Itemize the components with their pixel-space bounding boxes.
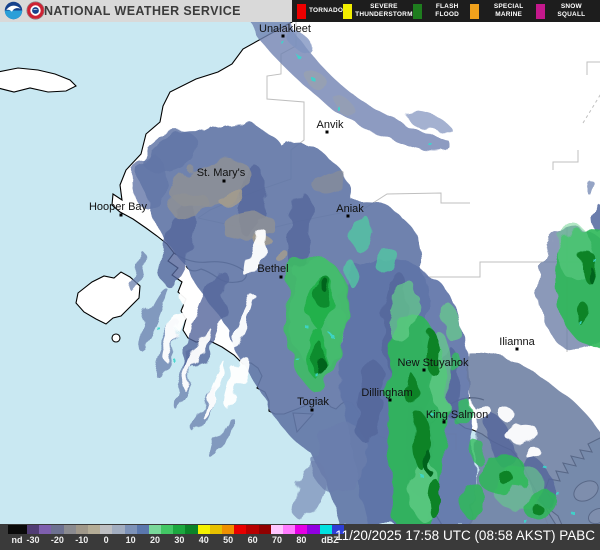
colorbar-tick-label: dBZ [321, 535, 339, 545]
city-marker [422, 368, 426, 372]
city-labels-layer: Unalakleet Anvik St. Mary's Hooper Bay Aniak… [89, 23, 536, 424]
page-title: NATIONAL WEATHER SERVICE [44, 4, 241, 18]
colorbar-cell [124, 525, 137, 534]
timestamp: 11/20/2025 17:58 UTC (08:58 AKST) PABC [335, 528, 595, 543]
colorbar-tick-label: 80 [296, 535, 307, 545]
legend-item-severe-thunderstorm: SEVERE THUNDERSTORM [343, 3, 413, 19]
colorbar-tick-label: 10 [125, 535, 136, 545]
colorbar-cell [100, 525, 113, 534]
colorbar-tick-label: 0 [103, 535, 109, 545]
colorbar-cell [136, 525, 149, 534]
colorbar-cell [51, 525, 64, 534]
nunivak-island [75, 271, 141, 325]
city-marker [310, 408, 314, 412]
colorbar-tick-label: 60 [247, 535, 258, 545]
colorbar-cell [270, 525, 283, 534]
radar-echo-layer [129, 22, 600, 524]
tornado-swatch [297, 3, 306, 19]
colorbar-cell [234, 525, 247, 534]
colorbar-cell [319, 525, 332, 534]
flash-flood-swatch [412, 3, 422, 19]
city-marker [281, 34, 285, 38]
city-label: Aniak [336, 203, 364, 215]
special-marine-swatch [469, 3, 479, 19]
colorbar-cell [173, 525, 186, 534]
severe-thunderstorm-swatch [343, 3, 353, 19]
colorbar-cell [197, 525, 210, 534]
legend-item-special-marine: SPECIAL MARINE [469, 3, 536, 19]
colorbar-cell [27, 525, 40, 534]
colorbar-cell [222, 525, 235, 534]
colorbar-cell [87, 525, 101, 534]
city-label: Togiak [297, 396, 329, 408]
colorbar-cell [295, 525, 308, 534]
legend-item-flash-flood: FLASH FLOOD [412, 3, 470, 19]
colorbar-tick-label: nd [11, 535, 23, 545]
city-marker [222, 179, 226, 183]
city-label: Hooper Bay [89, 201, 148, 213]
colorbar-tick-label: 20 [149, 535, 161, 545]
colorbar-tick-label: -30 [26, 535, 40, 545]
city-label: Anvik [317, 119, 344, 131]
colorbar-cell [148, 525, 162, 534]
colorbar-cell [331, 525, 344, 534]
colorbar-cell [112, 525, 125, 534]
colorbar-tick-label: 30 [174, 535, 185, 545]
colorbar-cell [161, 525, 174, 534]
legend-item-snow-squall: SNOW SQUALL [535, 3, 595, 19]
city-marker [515, 347, 519, 351]
city-marker [346, 214, 350, 218]
city-label: King Salmon [426, 409, 488, 421]
city-label: Bethel [257, 263, 288, 275]
colorbar-tick-label: 50 [223, 535, 234, 545]
st-lawrence-island [0, 67, 77, 93]
colorbar-cell [185, 525, 198, 534]
city-label: Unalakleet [259, 23, 311, 35]
nws-logo [26, 1, 45, 20]
city-marker [388, 398, 392, 402]
colorbar-cell [209, 525, 222, 534]
colorbar-tick-label: 40 [198, 535, 209, 545]
city-marker [279, 275, 283, 279]
legend-item-tornado: TORNADO [297, 3, 343, 19]
noaa-logo [4, 1, 23, 20]
warning-legend: TORNADO SEVERE THUNDERSTORM FLASH FLOOD … [292, 0, 600, 22]
colorbar-cell [39, 525, 52, 534]
city-label: New Stuyahok [398, 357, 469, 369]
logo-group [4, 1, 45, 20]
reflectivity-colorbar [8, 525, 344, 534]
colorbar-tick-label: 70 [271, 535, 283, 545]
colorbar-cell [75, 525, 88, 534]
colorbar-cell [258, 525, 271, 534]
colorbar-cell [307, 525, 320, 534]
colorbar-cell [282, 525, 296, 534]
colorbar-cell [63, 525, 76, 534]
city-label: St. Mary's [197, 167, 246, 179]
snow-squall-swatch [535, 3, 545, 19]
city-label: Iliamna [499, 336, 535, 348]
city-marker [325, 130, 329, 134]
radar-map[interactable]: Unalakleet Anvik St. Mary's Hooper Bay Aniak… [0, 22, 600, 524]
colorbar-cell [246, 525, 259, 534]
city-label: Dillingham [361, 387, 412, 399]
city-marker [119, 213, 123, 217]
colorbar-cell [8, 525, 27, 534]
colorbar-tick-label: -10 [75, 535, 89, 545]
city-marker [442, 420, 446, 424]
colorbar-tick-label: -20 [50, 535, 64, 545]
header-bar: NATIONAL WEATHER SERVICE TORNADO SEVERE … [0, 0, 600, 22]
status-bar: nd -30 -20 -10 0 10 20 30 40 50 60 70 80 dBZ 11/20/20… [0, 524, 600, 550]
